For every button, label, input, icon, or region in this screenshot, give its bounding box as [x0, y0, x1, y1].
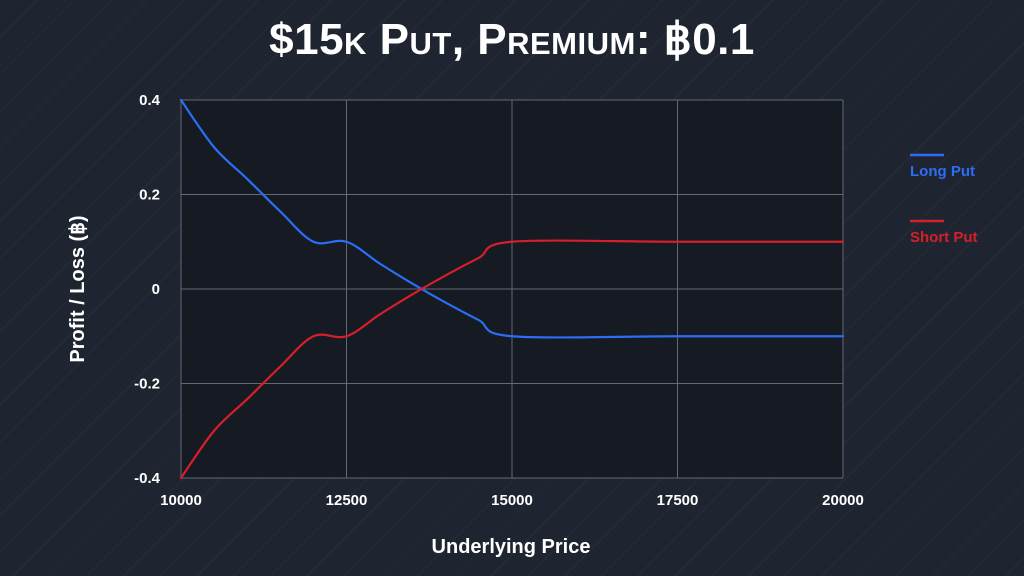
- legend: Long Put Short Put: [910, 153, 978, 246]
- y-axis-label: Profit / Loss (฿): [67, 215, 89, 362]
- legend-label-long-put: Long Put: [910, 163, 975, 180]
- series-line-short-put: [179, 239, 845, 480]
- legend-label-short-put: Short Put: [910, 229, 978, 246]
- series-layer: [179, 98, 845, 480]
- y-tick-label-3: -0.2: [134, 376, 160, 393]
- y-tick-label-1: 0.2: [139, 187, 160, 204]
- x-tick-label-2: 15000: [491, 492, 533, 509]
- tick-labels: 10000 12500 15000 17500 20000 0.4 0.2 0 -0.2 -0.4: [134, 92, 864, 509]
- x-axis-label: Underlying Price: [432, 536, 591, 558]
- y-tick-label-2: 0: [152, 281, 160, 298]
- series-line-long-put: [179, 98, 845, 339]
- chart-title: $15k Put, Premium: ฿0.1: [269, 15, 755, 64]
- x-tick-label-1: 12500: [326, 492, 368, 509]
- y-tick-label-0: 0.4: [139, 92, 161, 109]
- x-tick-label-4: 20000: [822, 492, 864, 509]
- x-tick-label-0: 10000: [160, 492, 202, 509]
- y-tick-label-4: -0.4: [134, 470, 161, 487]
- grid-lines: [180, 99, 844, 479]
- x-tick-label-3: 17500: [657, 492, 699, 509]
